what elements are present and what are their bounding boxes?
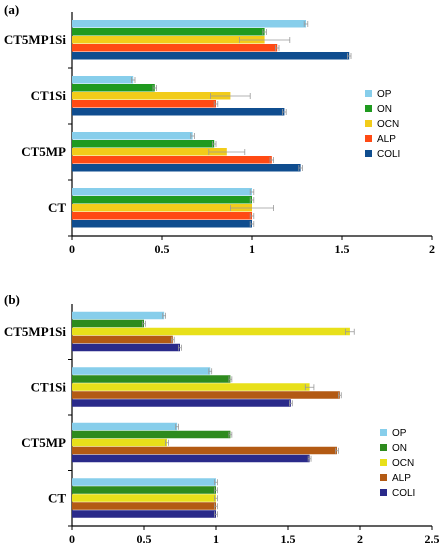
bar-alp-ct5mp1si: [72, 44, 278, 52]
x-tick-label: 1: [249, 242, 255, 256]
bar-coli-ct5mp: [72, 164, 301, 172]
bar-coli-ct5mp1si: [72, 52, 350, 60]
category-label: CT5MP1Si: [4, 324, 67, 339]
legend-swatch: [380, 444, 387, 451]
legend-label: OP: [377, 89, 392, 100]
x-tick-label: 0: [69, 532, 75, 546]
bar-op-ct: [72, 478, 216, 486]
bar-ocn-ct5mp1si: [72, 327, 350, 336]
panel-label: (b): [4, 292, 20, 307]
x-tick-label: 2.5: [425, 532, 440, 546]
legend-swatch: [380, 459, 387, 466]
chart-panel-1: (b)0 0.5 1 1.5 2 2.5CTCT5MPCT1SiCT5MP1SiOPONO…: [4, 292, 440, 546]
bar-coli-ct1si: [72, 108, 285, 116]
bar-on-ct: [72, 196, 252, 204]
legend-swatch: [365, 105, 372, 112]
chart-panel-0: (a) 0 0.5 1 1.5 2 CT CT5MP CT1Si CT5MP1Si OP ON OCN A…: [4, 2, 435, 256]
x-tick-label: 0: [69, 242, 75, 256]
bar-alp-ct5mp: [72, 156, 272, 164]
x-tick-label: 1.5: [281, 532, 296, 546]
bar-alp-ct5mp: [72, 446, 337, 455]
bar-ocn-ct1si: [72, 92, 231, 100]
legend: OP ON OCN ALP COLI: [365, 89, 400, 160]
x-tick-label: 2: [357, 532, 363, 546]
panel-label: (a): [4, 2, 19, 17]
category-label: CT: [48, 490, 66, 505]
legend-swatch: [380, 489, 387, 496]
legend-label: ALP: [377, 134, 396, 145]
bar-on-ct: [72, 486, 216, 494]
legend-label: ON: [392, 443, 407, 454]
legend-swatch: [380, 429, 387, 436]
legend-label: OP: [392, 428, 407, 439]
bar-alp-ct1si: [72, 100, 216, 108]
bar-coli-ct: [72, 510, 216, 518]
bar-ocn-ct: [72, 494, 216, 502]
legend-swatch: [365, 120, 372, 127]
category-label: CT5MP: [21, 144, 66, 159]
x-tick-label: 0.5: [155, 242, 170, 256]
bar-coli-ct1si: [72, 399, 291, 407]
legend-swatch: [365, 150, 372, 157]
bar-coli-ct5mp1si: [72, 343, 180, 352]
x-tick-label: 0.5: [137, 532, 152, 546]
bar-op-ct5mp: [72, 132, 193, 140]
bar-op-ct1si: [72, 76, 134, 84]
legend-label: ON: [377, 104, 392, 115]
bar-alp-ct: [72, 502, 216, 510]
bar-on-ct5mp1si: [72, 319, 144, 328]
bar-op-ct5mp1si: [72, 20, 306, 28]
legend-label: ALP: [392, 473, 411, 484]
bar-op-ct: [72, 188, 252, 196]
category-label: CT1Si: [31, 88, 67, 103]
legend-label: OCN: [377, 119, 399, 130]
bar-ocn-ct5mp: [72, 148, 227, 156]
legend-swatch: [365, 90, 372, 97]
bar-coli-ct5mp: [72, 454, 310, 463]
bar-coli-ct: [72, 220, 252, 228]
bar-on-ct5mp1si: [72, 28, 265, 36]
x-tick-label: 2: [429, 242, 435, 256]
bar-on-ct5mp: [72, 430, 231, 439]
legend: OP ON OCN ALP COLI: [380, 428, 415, 499]
bar-alp-ct5mp1si: [72, 335, 173, 344]
x-tick-label: 1.5: [335, 242, 350, 256]
legend-swatch: [365, 135, 372, 142]
bar-op-ct5mp1si: [72, 311, 165, 320]
x-tick-label: 1: [213, 532, 219, 546]
legend-swatch: [380, 474, 387, 481]
bar-ocn-ct5mp1si: [72, 36, 265, 44]
category-label: CT5MP: [21, 435, 66, 450]
legend-label: COLI: [392, 488, 415, 499]
bar-alp-ct1si: [72, 391, 340, 399]
category-label: CT1Si: [31, 379, 67, 394]
bar-on-ct5mp: [72, 140, 215, 148]
bar-op-ct1si: [72, 367, 211, 375]
bar-alp-ct: [72, 212, 252, 220]
bar-ocn-ct5mp: [72, 438, 168, 447]
bar-op-ct5mp: [72, 422, 178, 431]
bar-ocn-ct: [72, 204, 252, 212]
legend-label: OCN: [392, 458, 414, 469]
bar-ocn-ct1si: [72, 383, 310, 391]
category-label: CT: [48, 200, 66, 215]
legend-label: COLI: [377, 149, 400, 160]
bar-on-ct1si: [72, 375, 231, 383]
category-label: CT5MP1Si: [4, 32, 67, 47]
bar-on-ct1si: [72, 84, 155, 92]
